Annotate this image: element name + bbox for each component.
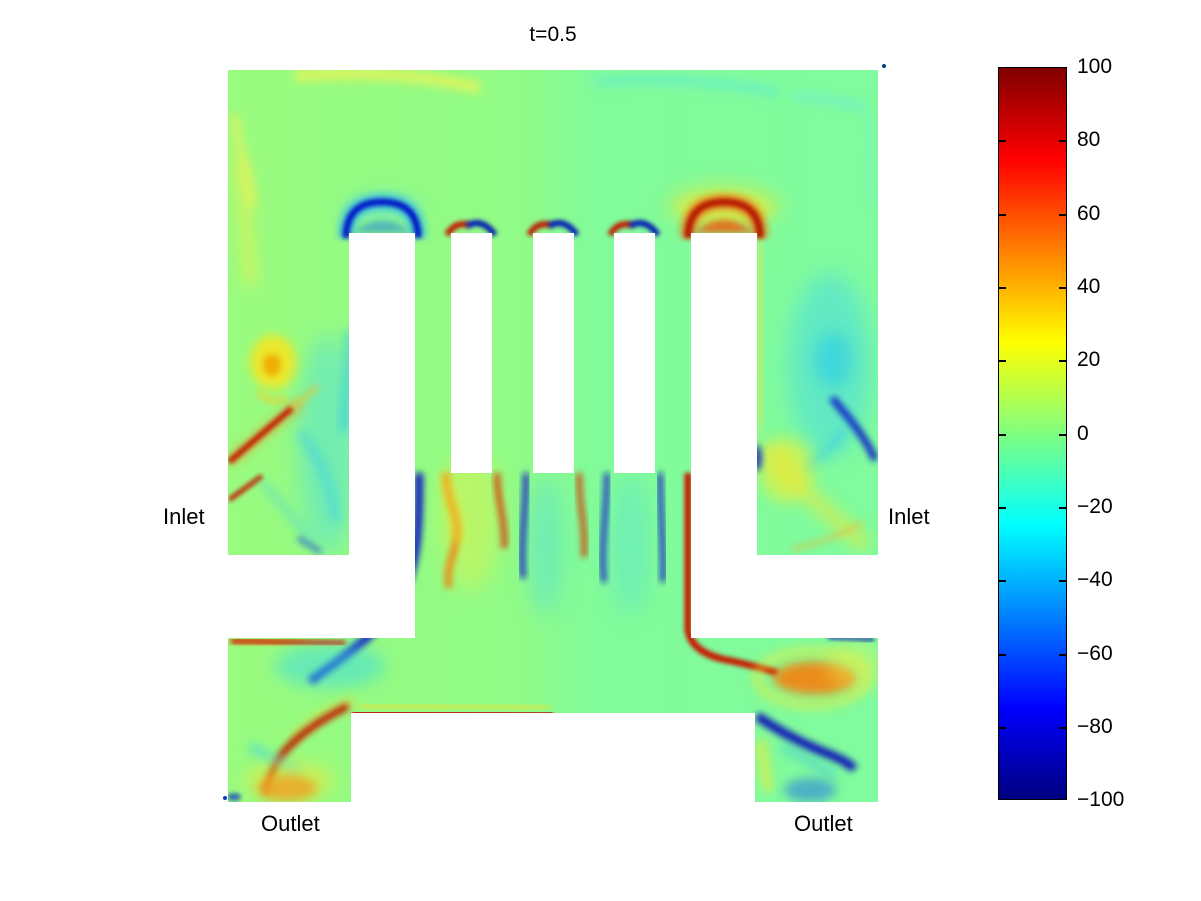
colorbar-tick: [999, 360, 1006, 362]
stray-dot-top-right: [882, 64, 886, 68]
colorbar-tick: [999, 654, 1006, 656]
colorbar-tick: [1059, 727, 1066, 729]
colorbar-tick: [999, 214, 1006, 216]
colorbar-tick: [1059, 360, 1066, 362]
plot-title: t=0.5: [529, 23, 577, 46]
colorbar-label-m40: −40: [1077, 568, 1113, 591]
colorbar-tick: [999, 287, 1006, 289]
colorbar-tick: [999, 434, 1006, 436]
colorbar-tick: [1059, 140, 1066, 142]
colorbar-label-20: 20: [1077, 348, 1101, 371]
colorbar-label-m60: −60: [1077, 642, 1113, 665]
colorbar-tick: [1059, 580, 1066, 582]
baffle-fin-2: [533, 233, 574, 473]
colorbar-tick: [1059, 654, 1066, 656]
baffle-fin-3: [614, 233, 655, 473]
colorbar-label-80: 80: [1077, 128, 1101, 151]
outlet-left-label: Outlet: [261, 811, 320, 836]
colorbar: [998, 67, 1067, 800]
colorbar-label-100: 100: [1077, 55, 1113, 78]
stray-dot-bottom-left: [223, 796, 227, 800]
colorbar-label-0: 0: [1077, 422, 1089, 445]
inlet-right-label: Inlet: [888, 504, 930, 529]
baffle-fin-1: [451, 233, 492, 473]
colorbar-label-m80: −80: [1077, 715, 1113, 738]
colorbar-label-m20: −20: [1077, 495, 1113, 518]
colorbar-tick: [1059, 214, 1066, 216]
colorbar-tick: [999, 580, 1006, 582]
colorbar-label-60: 60: [1077, 202, 1101, 225]
field-outlet-legs: [228, 696, 878, 802]
colorbar-tick: [1059, 287, 1066, 289]
colorbar-tick: [999, 140, 1006, 142]
baffles: [451, 233, 655, 473]
outlet-right-label: Outlet: [794, 811, 853, 836]
inlet-left-label: Inlet: [163, 504, 205, 529]
colorbar-tick: [999, 507, 1006, 509]
colorbar-tick: [1059, 434, 1066, 436]
colorbar-tick: [999, 727, 1006, 729]
field-mixing-chamber: [307, 450, 780, 685]
field-baffle-caps: [337, 180, 784, 239]
field-channel-shear-layers: [415, 236, 690, 473]
colorbar-label-m100: −100: [1077, 788, 1125, 811]
colorbar-tick: [1059, 507, 1066, 509]
colorbar-label-40: 40: [1077, 275, 1101, 298]
